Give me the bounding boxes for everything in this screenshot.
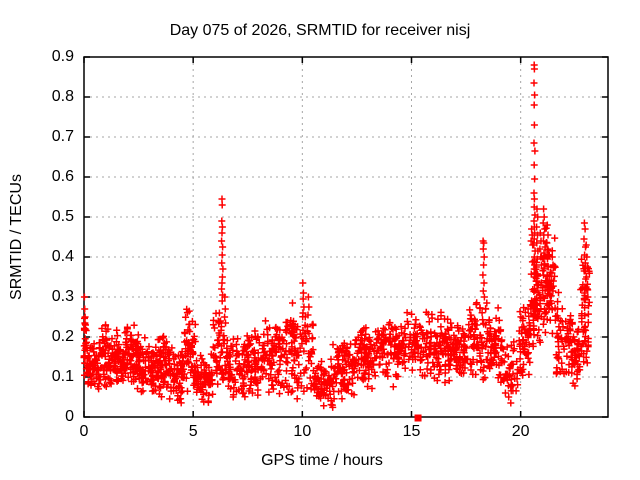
y-tick-label: 0.7 (51, 128, 74, 145)
x-tick-label: 5 (188, 423, 198, 440)
y-tick-label: 0.8 (51, 88, 74, 105)
grid-lines (84, 57, 608, 417)
chart-title: Day 075 of 2026, SRMTID for receiver nis… (169, 22, 471, 39)
y-tick-label: 0.4 (51, 248, 74, 265)
x-tick-label: 0 (79, 423, 89, 440)
y-axis-label-text: SRMTID / TECUs (8, 174, 25, 300)
y-tick-label: 0.3 (51, 288, 74, 305)
plot-border (83, 56, 609, 418)
y-tick-label: 0.5 (51, 208, 74, 225)
scatter-points (80, 61, 593, 411)
y-tick-label: 0 (65, 408, 74, 425)
x-tick-label: 20 (511, 423, 530, 440)
y-tick-label: 0.1 (51, 368, 74, 385)
y-tick-label: 0.6 (51, 168, 74, 185)
x-tick-label: 15 (402, 423, 421, 440)
x-axis-label: GPS time / hours (261, 452, 383, 469)
x-tick-label: 10 (293, 423, 312, 440)
square-point (414, 414, 422, 422)
y-tick-label: 0.9 (51, 48, 74, 65)
y-tick-label: 0.2 (51, 328, 74, 345)
